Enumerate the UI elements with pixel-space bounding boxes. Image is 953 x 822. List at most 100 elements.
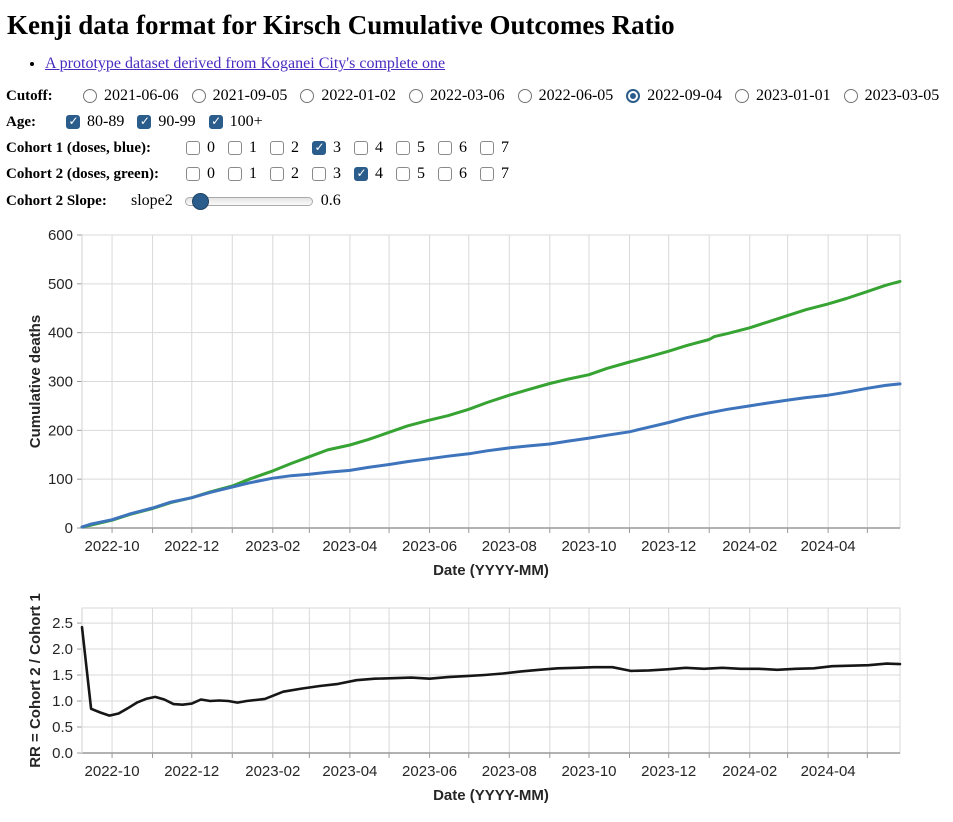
cutoff-option[interactable]: 2022-01-02	[300, 87, 396, 105]
checkbox-icon-checked[interactable]	[208, 114, 223, 129]
checkbox-icon-checked[interactable]	[137, 114, 152, 129]
option-label: 2022-06-05	[538, 87, 614, 104]
age-option[interactable]: 80-89	[66, 113, 124, 131]
cohort1-option[interactable]: 2	[270, 139, 299, 157]
checkbox-icon[interactable]	[396, 141, 410, 155]
cutoff-label: Cutoff:	[6, 87, 53, 104]
svg-text:500: 500	[48, 276, 73, 293]
option-label: 6	[459, 139, 467, 156]
checkbox-icon[interactable]	[354, 141, 368, 155]
svg-text:Cumulative deaths: Cumulative deaths	[27, 315, 44, 448]
cutoff-option[interactable]: 2023-01-01	[734, 87, 831, 105]
svg-text:100: 100	[48, 471, 73, 488]
cumulative-deaths-chart: 2022-10 2022-12 2023-02 2023-04 2023-06 2023-…	[27, 227, 902, 579]
cohort1-option[interactable]: 1	[228, 139, 257, 157]
cutoff-option[interactable]: 2022-06-05	[517, 87, 614, 105]
age-option[interactable]: 100+	[208, 113, 263, 131]
svg-text:Date (YYYY-MM): Date (YYYY-MM)	[433, 787, 549, 804]
cohort1-option[interactable]: 0	[186, 139, 215, 157]
option-label: 0	[207, 165, 215, 182]
cutoff-option[interactable]: 2022-03-06	[408, 87, 505, 105]
option-label: 2023-03-05	[864, 87, 940, 104]
svg-text:600: 600	[48, 227, 73, 244]
option-label: 5	[417, 139, 425, 156]
radio-icon[interactable]	[83, 89, 97, 103]
slider-name: slope2	[131, 192, 173, 209]
radio-icon[interactable]	[408, 89, 423, 103]
option-label: 1	[249, 139, 257, 156]
svg-text:2023-08: 2023-08	[482, 763, 537, 780]
radio-icon[interactable]	[843, 89, 858, 103]
slope-slider[interactable]	[184, 192, 313, 210]
checkbox-icon-checked[interactable]	[312, 140, 326, 155]
cutoff-option[interactable]: 2021-09-05	[191, 87, 287, 105]
checkbox-icon[interactable]	[438, 167, 452, 181]
option-label: 2	[291, 165, 299, 182]
option-label: 100+	[229, 113, 263, 130]
cohort1-option[interactable]: 5	[396, 139, 425, 157]
cohort1-option[interactable]: 3	[312, 139, 341, 157]
checkbox-icon[interactable]	[270, 141, 284, 155]
cohort1-label: Cohort 1 (doses, blue):	[6, 139, 151, 156]
cohort2-row: Cohort 2 (doses, green): 0 1 2 3 4 5 6 7	[6, 165, 953, 183]
cohort1-option[interactable]: 6	[438, 139, 467, 157]
prototype-dataset-link[interactable]: A prototype dataset derived from Koganei…	[45, 55, 446, 72]
radio-icon-checked[interactable]	[626, 89, 641, 103]
cutoff-option[interactable]: 2022-09-04	[626, 87, 722, 105]
cohort2-option[interactable]: 0	[186, 165, 215, 183]
cohort2-option[interactable]: 6	[438, 165, 467, 183]
cohort2-option[interactable]: 1	[228, 165, 257, 183]
option-label: 80-89	[87, 113, 125, 130]
cohort1-option[interactable]: 7	[480, 139, 509, 157]
radio-icon[interactable]	[191, 89, 206, 103]
cohort2-option[interactable]: 4	[354, 165, 383, 183]
checkbox-icon[interactable]	[270, 167, 284, 181]
svg-text:Date (YYYY-MM): Date (YYYY-MM)	[433, 562, 549, 579]
svg-text:2023-02: 2023-02	[245, 538, 300, 555]
radio-icon[interactable]	[734, 89, 749, 103]
svg-text:200: 200	[48, 422, 73, 439]
radio-icon[interactable]	[517, 89, 532, 103]
checkbox-icon[interactable]	[186, 141, 200, 155]
cutoff-option[interactable]: 2021-06-06	[83, 87, 179, 105]
checkbox-icon-checked[interactable]	[354, 166, 368, 181]
age-options: 80-89 90-99 100+	[66, 113, 276, 131]
option-label: 5	[417, 165, 425, 182]
cohort1-option[interactable]: 4	[354, 139, 383, 157]
cohort1-row: Cohort 1 (doses, blue): 0 1 2 3 4 5 6 7	[6, 139, 953, 157]
checkbox-icon[interactable]	[438, 141, 452, 155]
rr-ratio-chart: 2022-10 2022-12 2023-02 2023-04 2023-06 2023-…	[27, 593, 902, 804]
option-label: 4	[375, 165, 383, 182]
svg-text:2023-04: 2023-04	[322, 763, 377, 780]
checkbox-icon[interactable]	[480, 141, 494, 155]
svg-text:2023-12: 2023-12	[641, 538, 696, 555]
slope-row: Cohort 2 Slope: slope2 0.6	[6, 191, 953, 211]
cohort2-option[interactable]: 5	[396, 165, 425, 183]
svg-text:1.5: 1.5	[52, 667, 73, 684]
checkbox-icon[interactable]	[480, 167, 494, 181]
option-label: 2021-06-06	[104, 87, 179, 104]
svg-text:2024-04: 2024-04	[801, 763, 856, 780]
option-label: 3	[333, 165, 341, 182]
option-label: 4	[375, 139, 383, 156]
svg-text:300: 300	[48, 374, 73, 391]
slider-thumb[interactable]	[192, 192, 210, 210]
option-label: 7	[501, 139, 509, 156]
cohort2-option[interactable]: 7	[480, 165, 509, 183]
age-option[interactable]: 90-99	[137, 113, 196, 131]
svg-text:2023-06: 2023-06	[402, 763, 457, 780]
checkbox-icon[interactable]	[186, 167, 200, 181]
checkbox-icon[interactable]	[228, 167, 242, 181]
cohort2-option[interactable]: 3	[312, 165, 341, 183]
radio-icon[interactable]	[300, 89, 315, 103]
option-label: 3	[333, 139, 341, 156]
checkbox-icon-checked[interactable]	[66, 114, 80, 129]
cohort2-options: 0 1 2 3 4 5 6 7	[186, 165, 522, 183]
checkbox-icon[interactable]	[396, 167, 410, 181]
cohort2-option[interactable]: 2	[270, 165, 299, 183]
checkbox-icon[interactable]	[312, 167, 326, 181]
cutoff-option[interactable]: 2023-03-05	[843, 87, 940, 105]
svg-text:2024-04: 2024-04	[801, 538, 856, 555]
checkbox-icon[interactable]	[228, 141, 242, 155]
